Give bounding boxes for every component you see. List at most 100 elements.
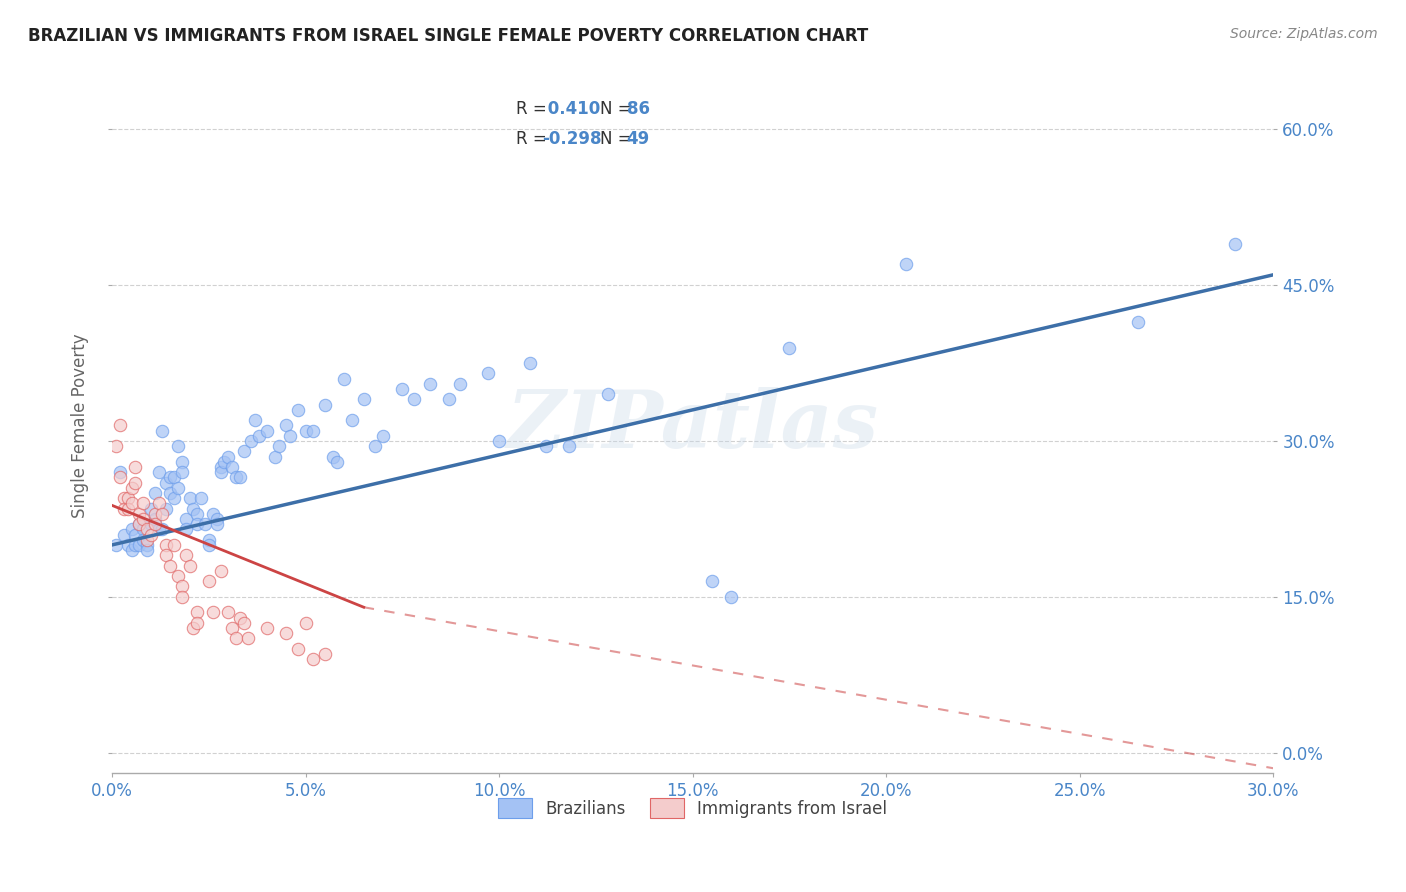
Point (132, 496, 155, 510)
Point (364, 439, 387, 453)
Point (159, 470, 181, 484)
Point (112, 501, 135, 516)
Point (194, 517, 217, 532)
Point (245, 413, 267, 427)
Point (232, 615, 254, 630)
Point (256, 424, 278, 438)
Point (247, 429, 270, 443)
Point (132, 512, 155, 526)
Point (278, 429, 301, 443)
Point (163, 470, 186, 484)
Point (418, 376, 440, 391)
Text: BRAZILIAN VS IMMIGRANTS FROM ISRAEL SINGLE FEMALE POVERTY CORRELATION CHART: BRAZILIAN VS IMMIGRANTS FROM ISRAEL SING… (28, 27, 869, 45)
Point (139, 527, 162, 541)
Point (174, 512, 197, 526)
Text: 86: 86 (627, 100, 650, 118)
Point (167, 439, 190, 453)
Point (136, 543, 159, 558)
Point (477, 367, 499, 381)
Point (163, 538, 186, 552)
Text: N =: N = (600, 129, 637, 148)
Point (155, 501, 177, 516)
Point (148, 522, 170, 536)
Point (209, 460, 232, 475)
Point (128, 517, 150, 532)
Point (333, 372, 356, 386)
Point (229, 610, 252, 624)
Point (132, 522, 155, 536)
Point (152, 507, 174, 521)
Point (167, 481, 190, 495)
Point (148, 496, 170, 510)
Point (105, 439, 128, 453)
Point (155, 549, 177, 563)
Point (205, 517, 228, 532)
Point (353, 392, 375, 407)
Point (214, 455, 236, 469)
Point (124, 460, 146, 475)
Point (236, 632, 259, 646)
Text: 0.410: 0.410 (541, 100, 600, 118)
Text: Source: ZipAtlas.com: Source: ZipAtlas.com (1230, 27, 1378, 41)
Point (778, 341, 800, 355)
Point (209, 465, 232, 479)
Point (163, 491, 186, 505)
Text: R =: R = (516, 129, 553, 148)
Point (108, 418, 131, 433)
Text: N =: N = (600, 100, 637, 118)
Point (450, 376, 472, 391)
Point (112, 491, 135, 505)
Legend: Brazilians, Immigrants from Israel: Brazilians, Immigrants from Israel (492, 792, 894, 824)
Point (121, 481, 143, 495)
Point (198, 533, 221, 547)
Point (148, 465, 170, 479)
Point (240, 434, 263, 448)
Point (263, 450, 285, 464)
Point (276, 626, 298, 640)
Point (117, 538, 139, 552)
Point (894, 257, 917, 271)
Point (108, 470, 131, 484)
Point (143, 517, 166, 532)
Point (179, 558, 201, 573)
Point (143, 507, 166, 521)
Point (128, 507, 150, 521)
Point (105, 538, 128, 552)
Point (174, 549, 197, 563)
Point (121, 496, 143, 510)
Point (136, 533, 159, 547)
Point (232, 444, 254, 458)
Point (209, 564, 232, 578)
Point (152, 522, 174, 536)
Point (128, 517, 150, 532)
Point (287, 641, 309, 656)
Point (186, 615, 208, 630)
Point (217, 450, 239, 464)
Point (558, 439, 581, 453)
Point (159, 486, 181, 500)
Point (179, 491, 201, 505)
Point (720, 590, 742, 604)
Point (170, 590, 193, 604)
Point (267, 439, 290, 453)
Point (437, 392, 460, 407)
Point (302, 424, 325, 438)
Point (139, 501, 162, 516)
Point (287, 402, 309, 417)
Point (143, 486, 166, 500)
Point (294, 615, 316, 630)
Point (340, 413, 363, 427)
Point (186, 606, 208, 620)
Point (596, 387, 619, 401)
Point (117, 501, 139, 516)
Point (155, 538, 177, 552)
Point (183, 621, 205, 635)
Point (391, 382, 413, 396)
Point (488, 434, 510, 448)
Point (159, 558, 181, 573)
Point (325, 455, 347, 469)
Point (170, 465, 193, 479)
Point (221, 621, 243, 635)
Point (139, 517, 162, 532)
Point (190, 491, 212, 505)
